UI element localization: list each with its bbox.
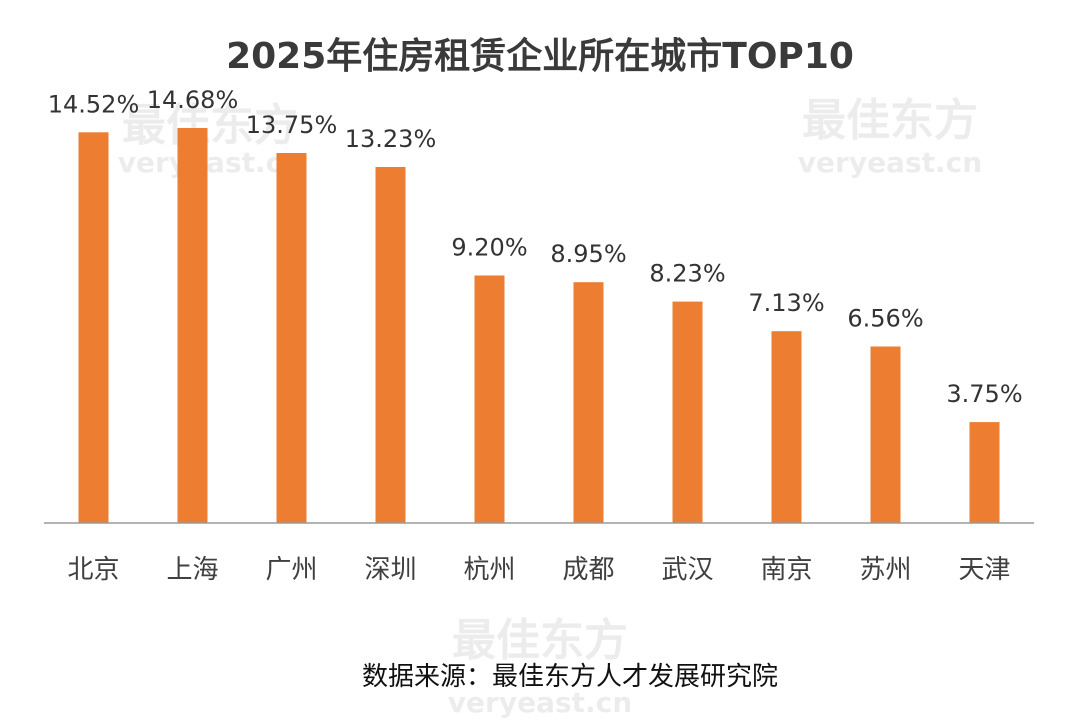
watermark-en: veryeast.cn: [118, 146, 302, 179]
value-label-7: 7.13%: [748, 289, 824, 317]
value-label-3: 13.23%: [345, 125, 437, 153]
bar-7: [771, 331, 802, 523]
watermark-cn: 最佳东方: [802, 95, 978, 146]
value-label-8: 6.56%: [847, 305, 923, 333]
chart-title: 2025年住房租赁企业所在城市TOP10: [226, 35, 854, 77]
category-label-5: 成都: [562, 555, 614, 585]
bar-2: [276, 153, 307, 523]
bar-8: [870, 346, 901, 523]
bars-group: [78, 128, 1000, 524]
category-labels-group: 北京 上海 广州 深圳 杭州 成都 武汉 南京 苏州 天津: [67, 555, 1010, 585]
category-label-9: 天津: [958, 555, 1010, 585]
category-label-2: 广州: [265, 555, 317, 585]
category-label-0: 北京: [67, 555, 119, 585]
watermark-cn: 最佳东方: [452, 615, 628, 666]
value-label-5: 8.95%: [550, 240, 626, 268]
bar-9: [969, 422, 1000, 523]
watermark-group: 最佳东方 veryeast.cn 最佳东方 veryeast.cn 最佳东方 v…: [118, 95, 982, 719]
bar-0: [78, 132, 109, 524]
value-labels-group: 14.52% 14.68%13.75% 13.23% 9.20% 8.95% 8.23% 7…: [48, 86, 1023, 408]
category-label-3: 深圳: [364, 555, 416, 585]
bar-6: [672, 301, 703, 523]
bar-1: [177, 128, 208, 523]
watermark-en: veryeast.cn: [448, 686, 632, 719]
category-label-8: 苏州: [859, 555, 911, 585]
bar-3: [375, 167, 406, 523]
value-label-4: 9.20%: [451, 234, 527, 262]
value-label-2: 13.75%: [246, 111, 338, 139]
value-label-1: 14.68%: [147, 86, 239, 114]
value-label-9: 3.75%: [946, 380, 1022, 408]
value-label-0: 14.52%: [48, 90, 140, 118]
value-label-6: 8.23%: [649, 260, 725, 288]
bar-5: [573, 282, 604, 523]
category-label-7: 南京: [760, 555, 812, 585]
category-label-6: 武汉: [661, 555, 713, 585]
watermark-en: veryeast.cn: [798, 146, 982, 179]
watermark-cn: 最佳东方: [122, 100, 298, 151]
source-note: 数据来源：最佳东方人才发展研究院: [362, 662, 778, 692]
bar-4: [474, 275, 505, 523]
category-label-4: 杭州: [463, 555, 515, 585]
category-label-1: 上海: [166, 555, 218, 585]
